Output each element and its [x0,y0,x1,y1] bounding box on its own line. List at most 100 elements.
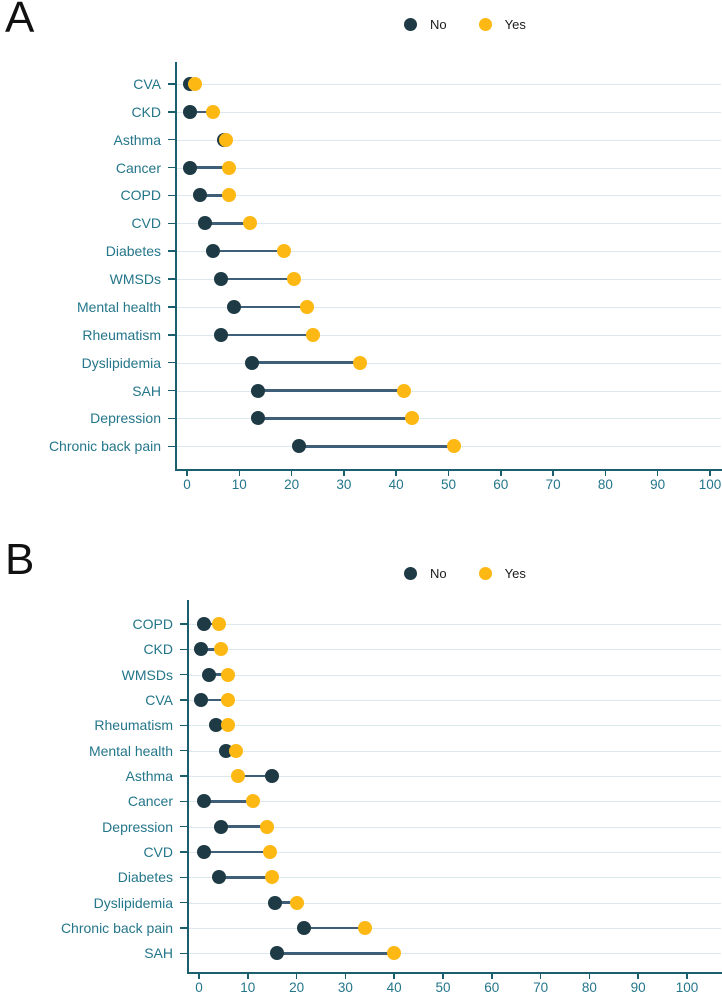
x-tick-label: 30 [336,477,352,492]
x-axis-tick [604,470,607,476]
dumbbell-connector [257,389,405,392]
dumbbell-connector [205,222,250,225]
x-axis-tick [637,973,639,979]
x-tick-label: 60 [484,980,500,995]
dot-no [182,160,197,175]
dumbbell-connector [252,361,360,364]
category-tick [168,111,176,113]
dumbbell-connector [189,166,229,169]
x-tick-label: 80 [597,477,613,492]
category-tick [180,876,188,879]
category-label: SAH [132,382,161,399]
category-label: Depression [102,818,173,835]
dot-no [218,743,233,758]
gridline [177,139,721,141]
category-tick [168,445,176,448]
dot-yes [260,819,275,834]
category-label: WMSDs [109,271,161,288]
dot-yes [387,946,402,961]
gridline [189,750,721,752]
x-axis-tick [247,973,249,979]
legend-label-no: No [430,566,447,581]
dot-no [182,77,197,91]
dumbbell-connector [220,333,313,337]
x-axis-tick [442,973,444,979]
x-tick-label: 80 [581,980,597,995]
x-tick-label: 30 [337,980,353,995]
legend-item-no: No [404,566,447,581]
category-label: Mental health [76,298,161,315]
x-axis-tick [500,470,502,476]
gridline [189,624,721,625]
dumbbell-connector [299,445,454,448]
category-label: Asthma [113,131,161,148]
category-tick [168,389,176,392]
dot-yes [242,216,257,231]
x-tick-label: 100 [675,980,699,995]
gridline [177,84,721,85]
dot-no [213,819,228,834]
dot-yes [221,692,236,707]
category-tick [180,851,188,853]
dot-no [209,718,224,733]
gridline [177,223,721,225]
dot-yes [221,160,236,175]
category-tick [168,250,176,252]
x-tick-label: 10 [231,477,247,492]
dot-yes [221,667,236,682]
category-tick [180,952,188,955]
dot-yes [187,77,202,91]
x-tick-label: 0 [195,980,203,995]
dot-no [201,667,216,682]
dot-no [196,794,211,809]
gridline [177,446,721,448]
dot-no [245,355,260,370]
gridline [189,927,721,929]
gridline [189,674,721,676]
category-tick [168,83,176,85]
gridline [177,195,721,197]
category-tick [168,138,176,141]
dumbbell-connector [203,622,219,626]
category-label: Rheumatism [82,326,161,343]
x-tick-label: 70 [545,477,561,492]
no-dot-icon [404,567,417,580]
category-label: Chronic back pain [60,919,173,936]
x-axis-tick [686,973,688,979]
dot-yes [289,895,304,910]
dot-yes [287,272,302,287]
x-tick-label: 50 [435,980,451,995]
dot-no [206,244,221,259]
category-tick [180,724,188,727]
x-axis-tick [393,973,395,979]
dumbbell-connector [216,724,229,727]
category-label: COPD [120,187,161,204]
category-tick [180,749,188,752]
x-axis-tick [588,973,591,979]
category-tick [168,166,176,169]
x-axis-tick [539,973,542,979]
x-tick-label: 60 [493,477,509,492]
x-tick-label: 40 [388,477,404,492]
dot-no [250,411,265,426]
dumbbell-connector [203,800,253,803]
category-tick [168,306,176,308]
dumbbell-connector [257,417,412,420]
dot-no [196,844,211,859]
x-tick-label: 90 [650,477,666,492]
x-axis-tick [395,470,397,476]
dumbbell-connector [220,277,295,281]
category-tick [168,361,176,364]
gridline [177,334,721,336]
gridline [189,775,721,777]
dot-no [267,895,282,910]
dumbbell-connector [208,673,229,676]
x-tick-label: 50 [440,477,457,492]
gridline [177,251,721,253]
panel-a-letter: A [5,0,35,42]
dot-yes [221,718,236,733]
category-label: Diabetes [117,869,173,886]
category-label: COPD [132,616,173,632]
